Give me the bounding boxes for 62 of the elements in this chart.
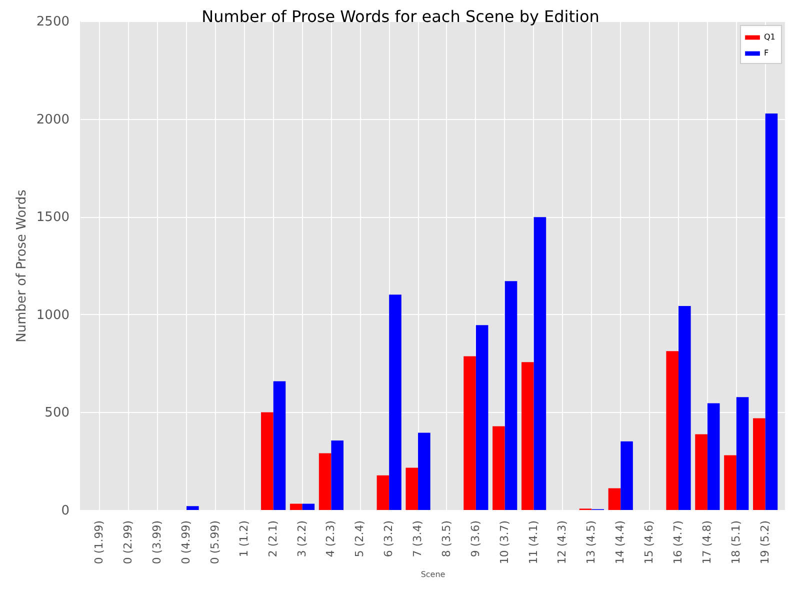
bar	[666, 351, 678, 510]
bar	[464, 356, 476, 510]
bar	[534, 217, 546, 510]
bar	[290, 504, 302, 510]
x-tick-label: 4 (2.3)	[324, 520, 338, 558]
x-tick-label: 8 (3.5)	[440, 520, 453, 558]
x-tick-label: 0 (2.99)	[122, 520, 135, 564]
x-tick-label: 14 (4.4)	[614, 520, 627, 564]
x-tick-label: 1 (1.2)	[237, 520, 250, 558]
bar	[476, 325, 488, 510]
bar	[406, 468, 418, 510]
bar	[376, 475, 390, 510]
y-tick-label: 2000	[36, 112, 70, 128]
legend-label: Q1	[764, 32, 776, 42]
y-tick-label: 1000	[36, 308, 70, 323]
x-tick-label: 15 (4.6)	[642, 520, 656, 564]
y-tick-label: 0	[61, 504, 70, 518]
bar	[678, 306, 691, 510]
x-axis-title: Scene	[420, 570, 446, 580]
bar	[186, 506, 199, 510]
x-tick-label: 12 (4.3)	[556, 520, 569, 564]
x-tick-label: 11 (4.1)	[526, 520, 540, 564]
chart-title: Number of Prose Words for each Scene by Edition	[202, 7, 600, 26]
bar	[753, 418, 766, 510]
bar	[302, 504, 315, 510]
bar	[521, 362, 534, 510]
bar	[318, 453, 332, 510]
x-tick-label: 0 (4.99)	[180, 520, 192, 564]
bar	[695, 434, 708, 510]
x-tick-label: 10 (3.7)	[498, 520, 511, 564]
x-tick-label: 9 (3.6)	[468, 520, 482, 558]
bar	[492, 426, 505, 510]
bar	[765, 114, 778, 510]
y-axis-title: Number of Prose Words	[14, 189, 30, 342]
x-tick-label: 17 (4.8)	[700, 520, 714, 564]
x-tick-label: 5 (2.4)	[353, 520, 366, 558]
y-tick-label: 2500	[36, 14, 70, 30]
bar	[707, 403, 720, 510]
bar	[273, 381, 286, 510]
x-tick-label: 6 (3.2)	[382, 520, 396, 558]
x-tick-label: 3 (2.2)	[295, 520, 308, 558]
x-tick-label: 0 (5.99)	[208, 520, 222, 564]
x-tick-label: 7 (3.4)	[411, 520, 424, 558]
bar	[736, 397, 749, 510]
bar	[261, 412, 274, 510]
bar	[418, 432, 430, 510]
y-tick-label: 1500	[36, 210, 70, 226]
x-tick-label: 2 (2.1)	[266, 520, 280, 558]
bar	[331, 440, 344, 510]
x-tick-label: 13 (4.5)	[584, 520, 598, 564]
bar	[724, 455, 736, 510]
bar	[620, 441, 633, 510]
x-tick-label: 0 (1.99)	[92, 520, 106, 564]
x-tick-label: 19 (5.2)	[758, 520, 772, 564]
legend-label: F	[764, 48, 769, 58]
bar	[608, 488, 621, 510]
x-tick-label: 16 (4.7)	[672, 520, 684, 564]
bar	[389, 294, 402, 510]
y-tick-label: 500	[44, 406, 70, 421]
bar	[504, 281, 518, 510]
x-tick-label: 0 (3.99)	[150, 520, 164, 564]
x-tick-label: 18 (5.1)	[729, 520, 742, 564]
